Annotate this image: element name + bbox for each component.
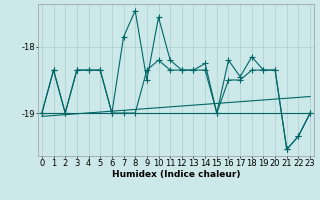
X-axis label: Humidex (Indice chaleur): Humidex (Indice chaleur) (112, 170, 240, 179)
